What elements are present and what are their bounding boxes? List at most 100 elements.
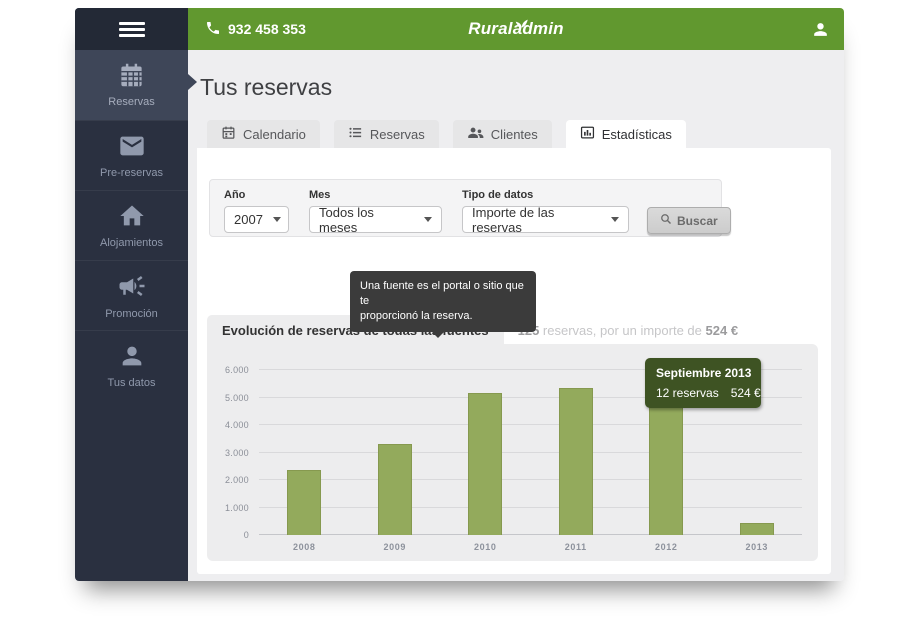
chart-tooltip-reservas: 12 reservas: [656, 386, 719, 400]
y-tick-label: 5.000: [224, 392, 249, 403]
data-type-label: Tipo de datos: [462, 189, 534, 201]
sidebar-item-label: Alojamientos: [100, 237, 163, 249]
sidebar-item-pre-reservas[interactable]: Pre-reservas: [75, 120, 188, 190]
tab-clientes[interactable]: Clientes: [452, 120, 552, 148]
tab-label: Reservas: [369, 126, 425, 142]
x-tick-label: 2011: [564, 542, 587, 552]
search-icon: [660, 213, 672, 228]
tab-calendario[interactable]: Calendario: [207, 120, 320, 148]
gridline: [259, 424, 802, 425]
gridline: [259, 369, 802, 370]
topbar: 932 458 353 Ruraladmin: [188, 8, 844, 50]
sidebar-item-label: Pre-reservas: [100, 167, 163, 179]
tab-estadisticas[interactable]: Estadísticas: [565, 120, 686, 148]
x-tick-label: 2013: [745, 542, 768, 552]
chevron-down-icon: [424, 217, 432, 226]
user-icon: [118, 342, 146, 370]
sidebar-item-alojamientos[interactable]: Alojamientos: [75, 190, 188, 260]
chart-slot: 2013: [712, 370, 803, 552]
page-title: Tus reservas: [200, 74, 333, 100]
x-tick-label: 2009: [383, 542, 406, 552]
summary-text: reservas, por un importe de: [539, 323, 706, 338]
app-window: Reservas Pre-reservas Alojamientos Promo…: [75, 8, 844, 581]
x-tick-label: 2012: [655, 542, 678, 552]
chart-slot: 2011: [531, 370, 622, 552]
bar-chart-icon: [580, 125, 595, 143]
month-select[interactable]: Todos los meses: [309, 204, 442, 235]
year-select[interactable]: 2007: [224, 206, 289, 233]
y-tick-label: 0: [243, 530, 249, 540]
bar-2010[interactable]: [468, 393, 503, 535]
chevron-down-icon: [611, 217, 619, 226]
month-label: Mes: [309, 189, 331, 201]
sidebar-item-label: Promoción: [105, 308, 158, 320]
help-tooltip: Una fuente es el portal o sitio que te p…: [350, 271, 536, 338]
y-tick-label: 1.000: [224, 502, 249, 513]
bar-2008[interactable]: [287, 470, 322, 535]
menu-icon[interactable]: [118, 19, 145, 40]
y-tick-label: 4.000: [224, 420, 249, 430]
megaphone-icon: [117, 271, 147, 301]
tab-label: Calendario: [243, 126, 306, 142]
gridline: [259, 451, 802, 453]
sidebar-header: [75, 8, 188, 50]
chart-tooltip-title: Septiembre 2013: [656, 366, 752, 380]
users-icon: [467, 125, 484, 143]
content-area: Tus reservas Calendario Reservas: [188, 50, 844, 581]
plot-area: 0 1.000 2.000 3.000 4.000 5.000 6.000 2008 2009 2…: [225, 365, 803, 552]
filter-data-type: Tipo de datos Importe de las reservas: [462, 189, 629, 235]
total-amount: 524 €: [705, 323, 739, 338]
sidebar-item-label: Tus datos: [107, 377, 156, 389]
bar-2011[interactable]: [558, 387, 593, 535]
help-tooltip-line1: Una fuente es el portal o sitio que te: [360, 280, 524, 307]
x-tick-label: 2008: [293, 542, 316, 552]
sidebar-item-promocion[interactable]: Promoción: [75, 260, 188, 330]
chart-slot: 2008: [259, 370, 350, 552]
tab-reservas[interactable]: Reservas: [333, 120, 439, 148]
chart-slot: 2009: [350, 370, 441, 552]
y-tick-label: 3.000: [224, 447, 249, 458]
chart-slot: 2010: [440, 370, 531, 552]
bars: 2008 2009 2010 2011 2012 2013: [259, 370, 803, 552]
sidebar-item-tus-datos[interactable]: Tus datos: [75, 330, 188, 400]
search-button-label: Buscar: [677, 213, 718, 228]
filter-year: Año 2007: [224, 189, 289, 233]
tab-label: Clientes: [490, 126, 538, 142]
active-item-arrow: [188, 74, 205, 90]
sidebar-item-label: Reservas: [108, 96, 155, 108]
tab-bar: Calendario Reservas Clientes: [207, 120, 831, 148]
gridline: [259, 506, 802, 508]
chart-tooltip-amount: 524 €: [730, 386, 761, 400]
year-value: 2007: [234, 212, 263, 227]
mail-icon: [118, 132, 146, 160]
tab-label: Estadísticas: [601, 126, 672, 142]
chevron-down-icon: [272, 217, 281, 226]
bar-2013[interactable]: [739, 522, 774, 535]
month-value: Todos los meses: [319, 204, 374, 235]
brand-name: Ruraladmin: [468, 19, 564, 38]
phone-icon: [205, 20, 221, 39]
statistics-panel: Año 2007 Mes Todos los meses: [197, 148, 831, 574]
calendar-icon: [221, 125, 236, 143]
data-type-value: Importe de las reservas: [472, 204, 555, 235]
x-tick-label: 2010: [474, 542, 497, 552]
data-type-select[interactable]: Importe de las reservas: [462, 204, 629, 235]
bar-chart: 0 1.000 2.000 3.000 4.000 5.000 6.000 2008 2009 2…: [207, 344, 818, 561]
gridline: [259, 396, 802, 398]
chart-summary: 125 reservas, por un importe de 524 €: [518, 323, 738, 338]
sidebar-nav: Reservas Pre-reservas Alojamientos Promo…: [75, 50, 188, 400]
search-button[interactable]: Buscar: [647, 207, 731, 234]
chart-tooltip: Septiembre 2013 12 reservas 524 €: [645, 358, 761, 408]
leaf-icon: [515, 13, 528, 33]
filter-month: Mes Todos los meses: [309, 189, 442, 235]
phone-number[interactable]: 932 458 353: [205, 20, 306, 39]
account-icon[interactable]: [811, 20, 830, 39]
bar-2009[interactable]: [377, 444, 412, 535]
sidebar-item-reservas[interactable]: Reservas: [75, 50, 188, 120]
brand-logo: Ruraladmin: [468, 19, 564, 39]
filter-bar: Año 2007 Mes Todos los meses: [209, 179, 731, 237]
phone-number-text: 932 458 353: [228, 21, 306, 37]
gridline: [259, 479, 802, 480]
home-icon: [118, 202, 146, 230]
calendar-icon: [118, 62, 145, 89]
